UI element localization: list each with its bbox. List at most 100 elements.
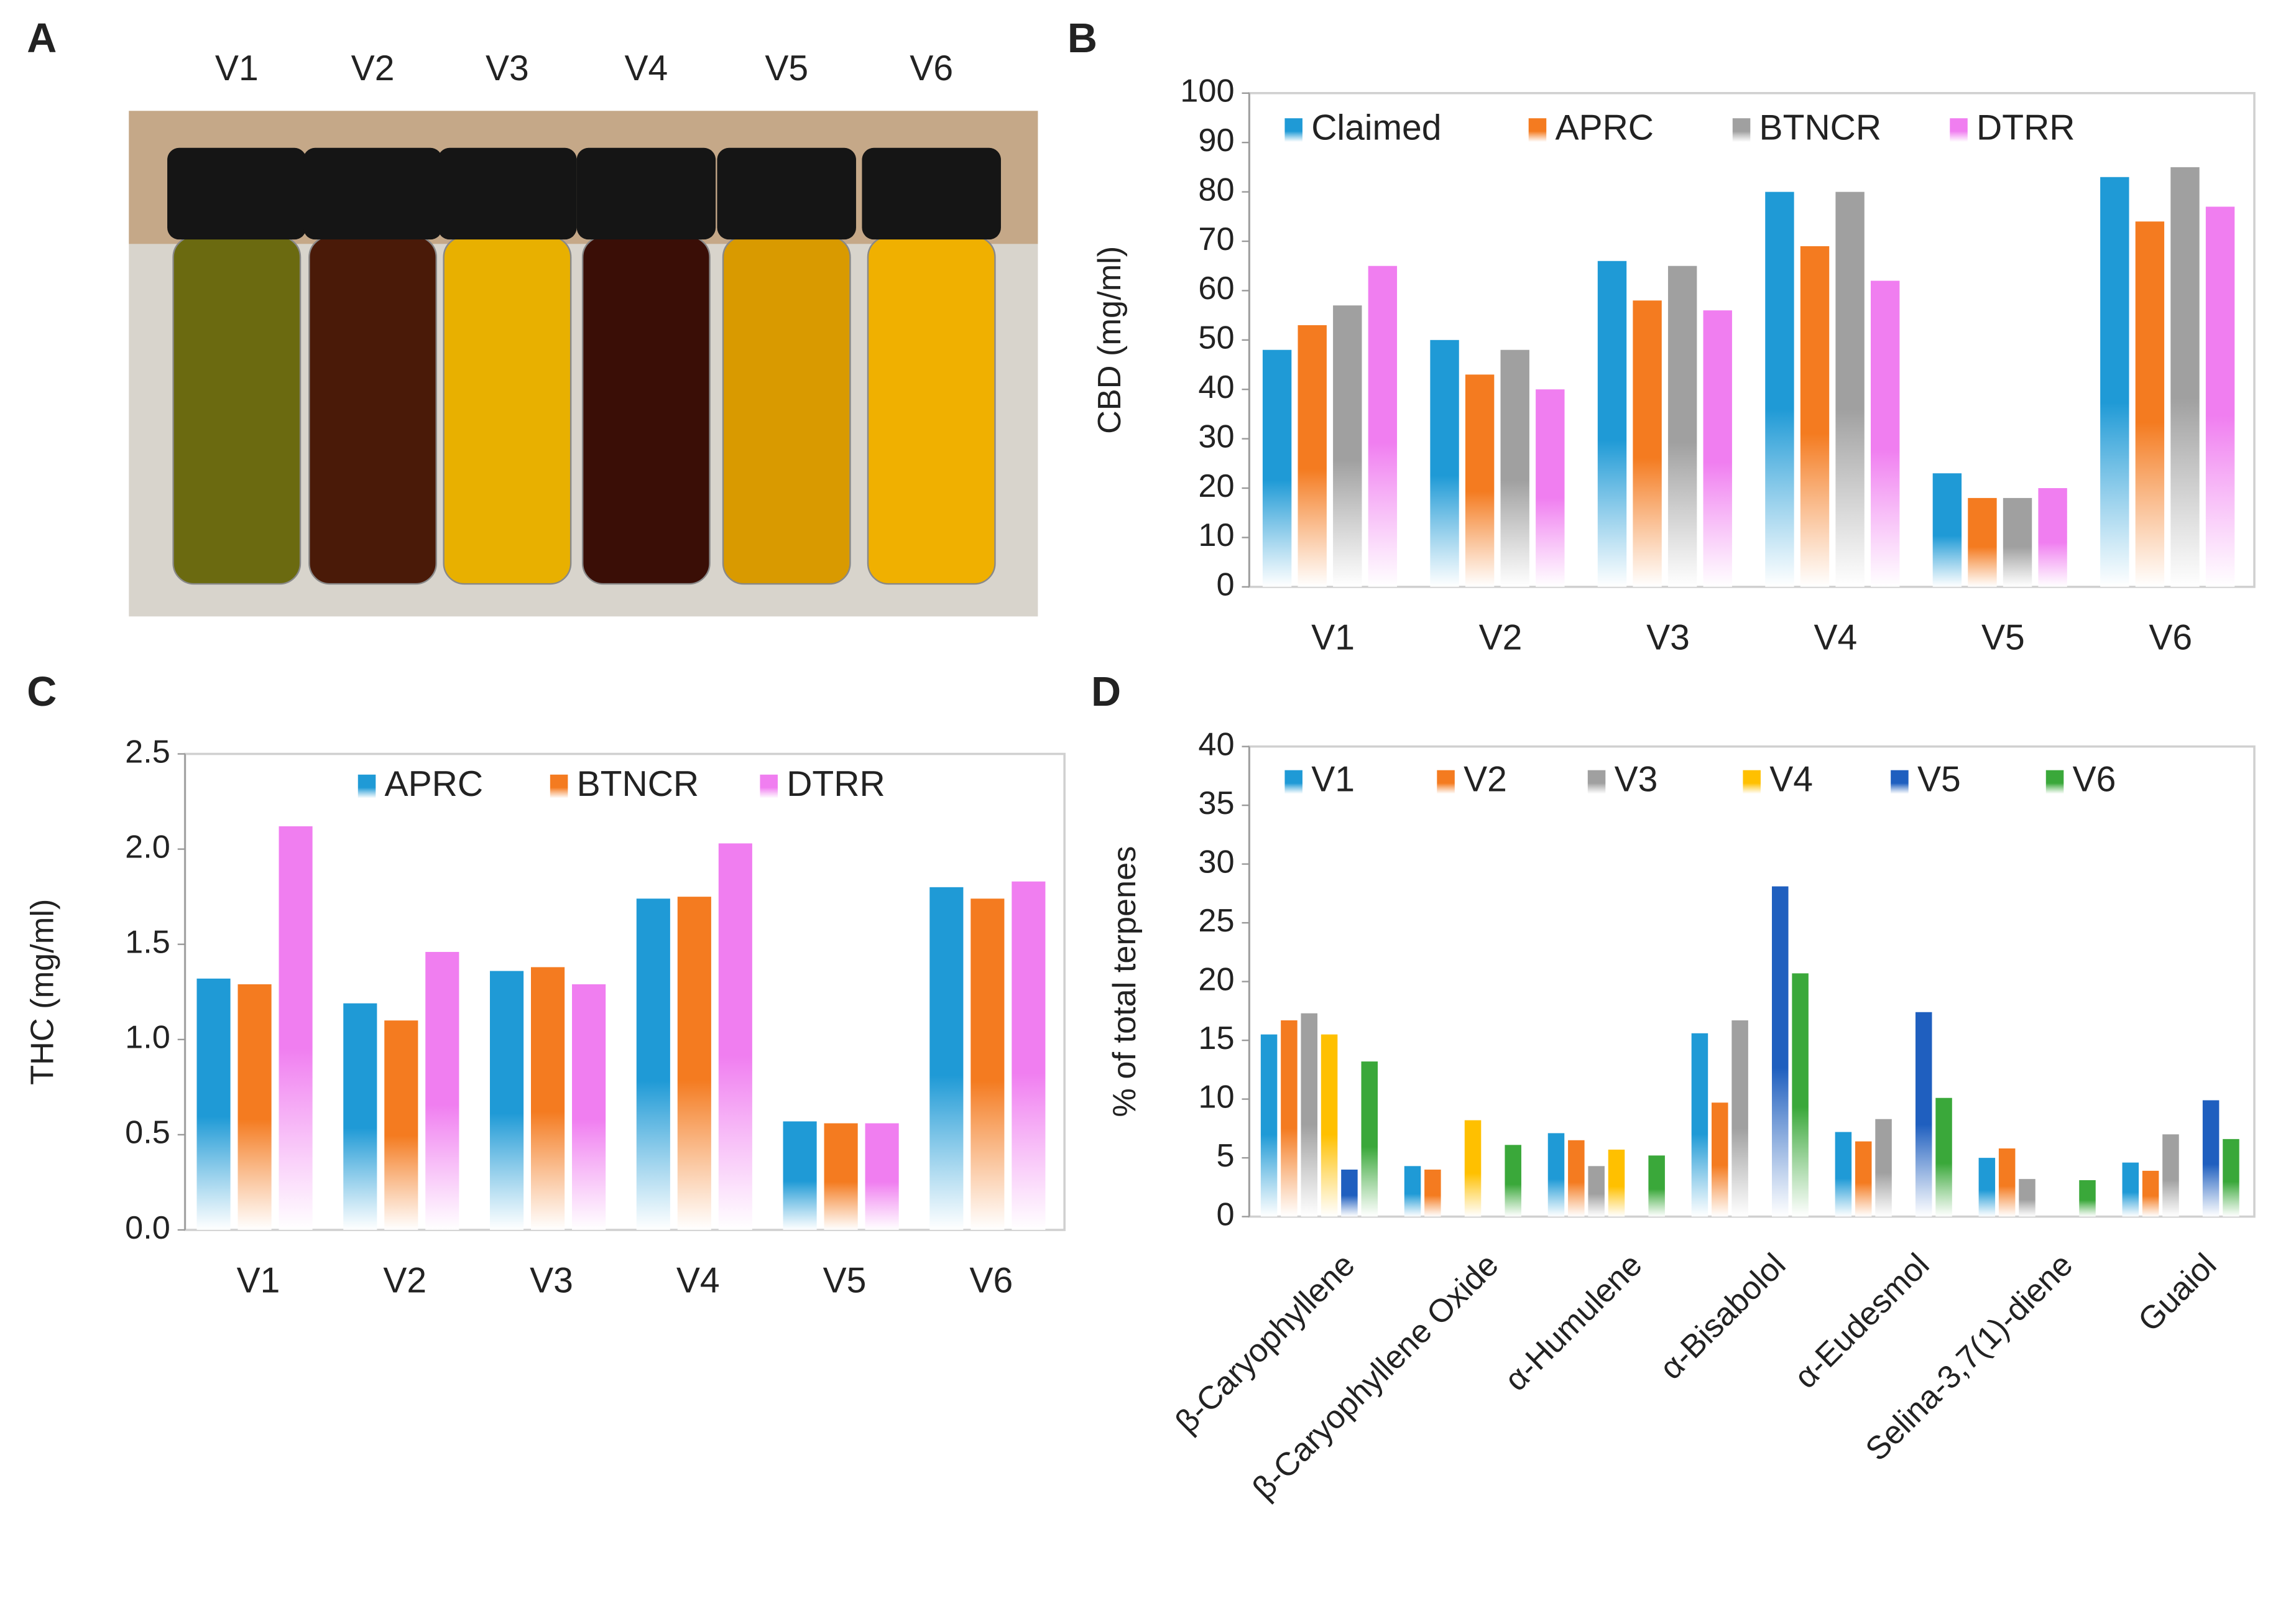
bar (2038, 488, 2067, 587)
bar (1464, 1120, 1482, 1217)
legend-swatch (357, 774, 376, 798)
legend-label: DTRR (1976, 108, 2075, 147)
bar (865, 1123, 899, 1231)
bar (1505, 1145, 1521, 1217)
y-tick-label: 0 (1216, 1196, 1234, 1232)
x-tick-label: V3 (530, 1261, 573, 1301)
vial-label: V4 (624, 48, 668, 88)
bar (1298, 325, 1327, 587)
legend-label: APRC (1555, 108, 1654, 147)
y-tick-label: 5 (1216, 1138, 1234, 1174)
bar (1731, 1020, 1748, 1217)
vial-label: V3 (486, 48, 529, 88)
x-tick-label: V2 (1479, 618, 1523, 658)
bar (1800, 246, 1830, 587)
vial (308, 236, 437, 585)
legend-label: V1 (1311, 760, 1355, 800)
y-tick-label: 40 (1198, 726, 1234, 762)
bar (2100, 177, 2129, 587)
x-tick-label: V1 (237, 1261, 280, 1301)
x-tick-label: α-Bisabolol (1653, 1247, 1793, 1387)
bar (783, 1121, 817, 1231)
bar (2170, 167, 2200, 587)
bar (2205, 206, 2235, 587)
x-tick-label: V2 (383, 1261, 426, 1301)
bar (2223, 1138, 2239, 1217)
bar (572, 984, 606, 1231)
x-tick-label: V3 (1646, 618, 1690, 658)
bar (2003, 497, 2032, 587)
bar (1301, 1013, 1318, 1217)
bar (1588, 1166, 1605, 1217)
y-tick-label: 1.0 (125, 1020, 170, 1056)
legend-swatch (1528, 118, 1547, 142)
legend-swatch (1437, 770, 1455, 794)
legend-label: DTRR (786, 764, 885, 804)
bar (1703, 310, 1732, 587)
legend-swatch (1891, 770, 1909, 794)
bar (425, 951, 459, 1231)
legend-label: V6 (2073, 760, 2116, 800)
panel-label: A (27, 16, 57, 62)
x-tick-label: Guaiol (2131, 1247, 2223, 1339)
bar (1368, 266, 1398, 587)
bar (1978, 1158, 1996, 1217)
bar (1597, 261, 1627, 587)
vial (581, 236, 711, 585)
vial-label: V6 (910, 48, 953, 88)
y-tick-label: 60 (1198, 270, 1234, 307)
bar (824, 1123, 858, 1231)
x-tick-label: V1 (1311, 618, 1355, 658)
x-tick-label: β-Caryophyllene Oxide (1246, 1247, 1506, 1507)
y-tick-label: 35 (1198, 785, 1234, 821)
bar (1321, 1034, 1338, 1217)
vial-cap (717, 147, 856, 240)
legend-swatch (1284, 770, 1302, 794)
bar (1260, 1034, 1278, 1217)
bar (970, 898, 1005, 1231)
x-tick-label: α-Eudesmol (1787, 1247, 1936, 1395)
vial-cap (303, 147, 443, 240)
legend-label: Claimed (1311, 108, 1441, 147)
vial-label: V1 (215, 48, 259, 88)
legend-label: APRC (385, 764, 484, 804)
bar (1465, 374, 1495, 587)
legend-swatch (1950, 118, 1968, 142)
y-tick-label: 100 (1180, 73, 1234, 109)
bar (1855, 1141, 1872, 1217)
bar (718, 843, 752, 1231)
bar (1341, 1170, 1358, 1217)
bar (1667, 266, 1697, 587)
y-tick-label: 0 (1216, 567, 1234, 603)
vial-cap (438, 147, 577, 240)
legend-label: BTNCR (577, 764, 699, 804)
vial (443, 236, 572, 585)
legend-swatch (1587, 770, 1606, 794)
vial (722, 236, 851, 585)
bar (1500, 349, 1529, 587)
bar (489, 971, 524, 1231)
legend-label: BTNCR (1759, 108, 1882, 147)
y-tick-label: 0.0 (125, 1210, 170, 1246)
y-tick-label: 0.5 (125, 1115, 170, 1151)
bar (343, 1003, 377, 1231)
y-tick-label: 2.5 (125, 734, 170, 770)
y-tick-label: 70 (1198, 221, 1234, 257)
legend-swatch (1743, 770, 1761, 794)
bar (1361, 1061, 1378, 1217)
y-axis-label: % of total terpenes (1107, 846, 1143, 1117)
bar (1915, 1012, 1932, 1217)
bar (929, 887, 964, 1231)
legend-label: V5 (1917, 760, 1961, 800)
bar (1835, 1132, 1852, 1217)
panel-label: B (1067, 16, 1097, 62)
y-tick-label: 20 (1198, 961, 1234, 997)
bar (2122, 1162, 2139, 1217)
y-tick-label: 80 (1198, 172, 1234, 208)
y-tick-label: 30 (1198, 418, 1234, 455)
bar (1835, 192, 1865, 587)
bar (2079, 1180, 2096, 1217)
bar (196, 978, 231, 1231)
panel-label: D (1091, 669, 1121, 715)
